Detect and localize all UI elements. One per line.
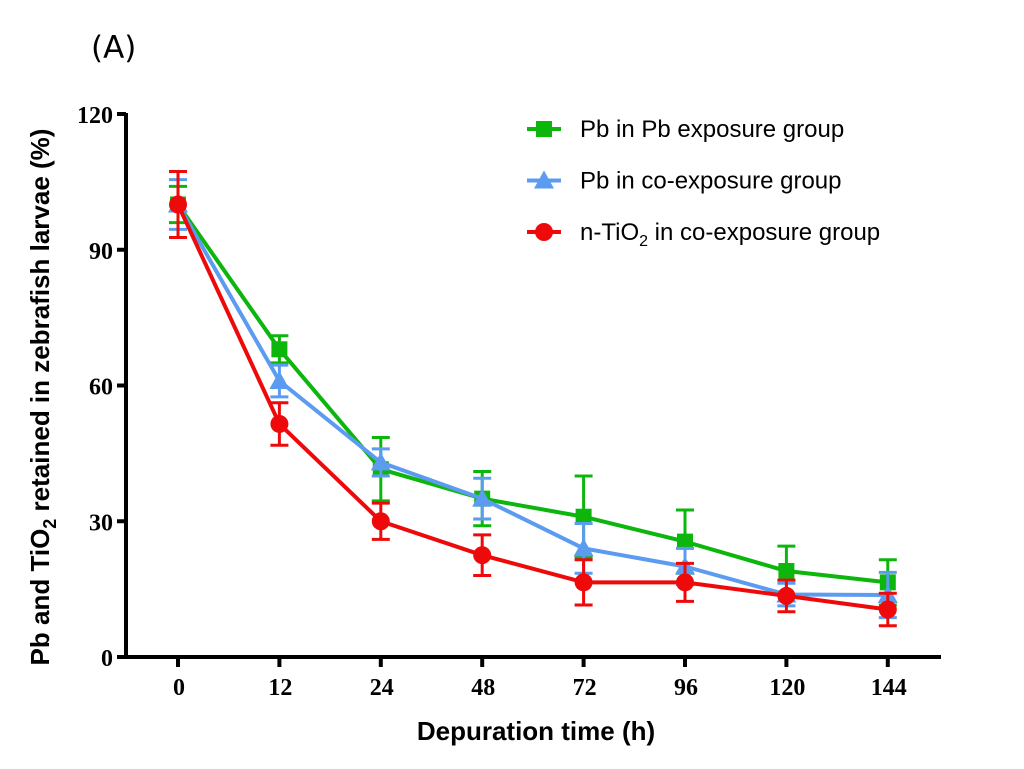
data-point — [269, 370, 290, 389]
y-tick-label: 60 — [89, 375, 113, 401]
data-point — [169, 195, 187, 214]
legend-marker-square-icon — [536, 121, 552, 137]
series-line — [176, 203, 889, 585]
data-point — [574, 573, 593, 592]
data-point — [677, 533, 693, 550]
y-tick-label: 90 — [89, 239, 113, 265]
data-point — [778, 563, 795, 580]
legend-label: n-TiO2 in co-exposure group — [580, 219, 880, 250]
x-tick-label: 120 — [769, 675, 805, 701]
legend-label: Pb in co-exposure group — [580, 168, 842, 195]
data-point — [777, 586, 796, 605]
data-point — [270, 414, 289, 433]
x-tick-label: 24 — [370, 675, 394, 701]
x-tick-label: 72 — [573, 675, 597, 701]
series-circle — [169, 169, 897, 628]
legend-label-text: n-TiO — [580, 219, 639, 246]
legend-label-text: Pb in co-exposure group — [580, 168, 842, 195]
data-point — [271, 341, 288, 358]
x-axis-title: Depuration time (h) — [417, 716, 655, 746]
x-ticks: 0 12 24 48 72 96 120 144 — [173, 657, 907, 701]
data-point — [676, 573, 694, 592]
data-point — [473, 546, 492, 565]
y-ticks: 0 30 60 90 120 — [77, 103, 126, 672]
legend-label-subscript: 2 — [639, 233, 648, 250]
x-tick-label: 144 — [871, 675, 907, 701]
data-point — [472, 488, 493, 507]
data-point — [370, 452, 391, 471]
legend-marker-circle-icon — [535, 223, 553, 241]
legend: Pb in Pb exposure group Pb in co-exposure… — [527, 116, 880, 250]
legend-label: Pb in Pb exposure group — [580, 116, 844, 143]
series-layer — [168, 169, 898, 628]
legend-label-text: Pb in Pb exposure group — [580, 116, 844, 143]
x-tick-label: 48 — [471, 675, 495, 701]
series-line — [176, 203, 888, 598]
data-point — [573, 538, 594, 557]
legend-item: Pb in Pb exposure group — [527, 116, 844, 143]
x-tick-label: 0 — [173, 675, 185, 701]
y-tick-label: 120 — [77, 103, 113, 129]
panel-label: (A) — [91, 30, 136, 66]
y-axis-title: Pb and TiO2 retained in zebrafish larvae… — [25, 129, 60, 666]
y-tick-label: 0 — [101, 646, 113, 672]
legend-item: n-TiO2 in co-exposure group — [527, 219, 880, 250]
data-point — [878, 600, 897, 619]
legend-marker-triangle-icon — [534, 170, 554, 189]
legend-item: Pb in co-exposure group — [527, 168, 842, 195]
series-line — [176, 203, 889, 612]
y-tick-label: 30 — [89, 510, 113, 536]
y-axis-title-part2: retained in zebrafish larvae (%) — [25, 129, 55, 519]
x-tick-label: 12 — [268, 675, 292, 701]
data-point — [371, 512, 390, 531]
axes — [124, 113, 941, 659]
x-tick-label: 96 — [674, 675, 698, 701]
legend-label-text: in co-exposure group — [648, 219, 880, 246]
y-axis-title-part1: Pb and TiO — [25, 529, 55, 666]
y-axis-title-subscript: 2 — [40, 519, 60, 529]
data-point — [575, 508, 592, 525]
